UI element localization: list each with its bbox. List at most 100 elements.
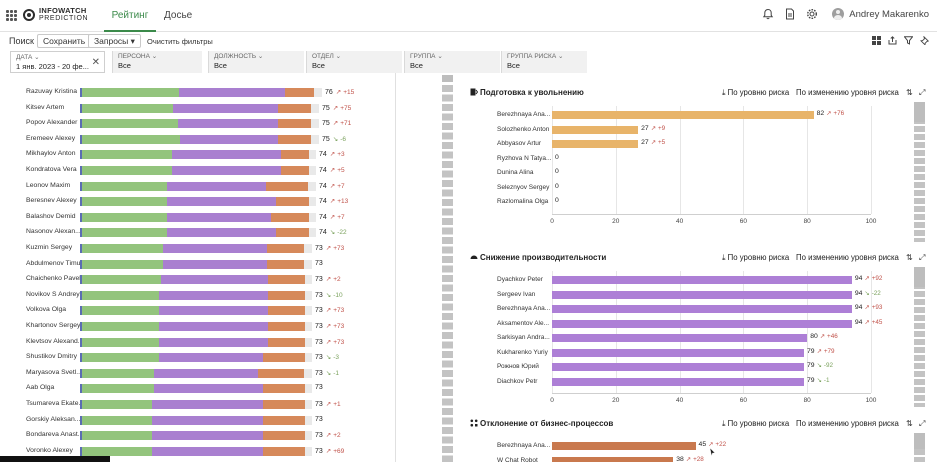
clear-filters-link[interactable]: Очистить фильтры xyxy=(147,37,213,46)
sort-by-change-button[interactable]: По изменению уровня риска xyxy=(796,88,899,97)
apps-grid-icon[interactable] xyxy=(6,10,17,21)
expand-icon[interactable]: ⤢ xyxy=(919,253,926,262)
trend-down-icon: ↘ xyxy=(329,229,336,237)
rating-row[interactable]: Kondratova Vera 74 ↗ +5 xyxy=(0,163,395,179)
sort-by-level-button[interactable]: ⤓ По уровню риска xyxy=(722,88,790,97)
filter-date[interactable]: ДАТА ⌄ 1 янв. 2023 - 20 фе... ✕ xyxy=(10,51,105,73)
card-row[interactable]: Aksamentov Ale... 94 ↗ +45 xyxy=(470,317,900,332)
rating-row[interactable]: Tsumareva Ekate... 73 ↗ +1 xyxy=(0,397,395,413)
save-button[interactable]: Сохранить xyxy=(37,34,92,48)
rating-row-value: 73 ↘ -3 xyxy=(315,353,339,361)
rating-row-delta: +7 xyxy=(337,213,345,221)
tab-rating[interactable]: Рейтинг xyxy=(104,0,156,32)
rating-row[interactable]: Popov Alexander 75 ↗ +71 xyxy=(0,116,395,132)
bar-segment-orange xyxy=(268,275,305,285)
card-row-delta: +22 xyxy=(715,441,727,448)
filter-person[interactable]: ПЕРСОНА ⌄ Все xyxy=(112,51,202,73)
card-row[interactable]: W Chat Robot 38 ↗ +28 xyxy=(470,454,900,462)
card-row[interactable]: Seleznyov Sergey 0 xyxy=(470,181,900,196)
card-row[interactable]: Diachkov Petr 79 ↘ -1 xyxy=(470,375,900,390)
bar-segment-orange xyxy=(278,134,311,144)
card-row[interactable]: Solozhenko Anton 27 ↗ +9 xyxy=(470,123,900,138)
card-scroll-thumb[interactable] xyxy=(914,267,925,287)
card-row[interactable]: Razlomalina Olga 0 xyxy=(470,195,900,210)
rating-row[interactable]: Chaichenko Pavel 73 ↗ +2 xyxy=(0,272,395,288)
sort-toggle-icon[interactable]: ⇅ xyxy=(906,88,913,97)
card-scrollbar[interactable] xyxy=(914,267,925,407)
rating-row[interactable]: Balashov Demid 74 ↗ +7 xyxy=(0,210,395,226)
card-row[interactable]: Рожнов Юрий 79 ↘ -92 xyxy=(470,360,900,375)
grid-line xyxy=(871,271,872,393)
pin-icon[interactable] xyxy=(920,36,929,45)
rating-row[interactable]: Aab Olga 73 xyxy=(0,381,395,397)
bell-icon[interactable] xyxy=(762,8,774,20)
bar-segment-orange xyxy=(285,88,314,97)
rating-row[interactable]: Beresnev Alexey 74 ↗ +13 xyxy=(0,194,395,210)
expand-icon[interactable]: ⤢ xyxy=(919,88,926,97)
rating-row[interactable]: Kuzmin Sergey 73 ↗ +73 xyxy=(0,241,395,257)
card-row[interactable]: Sergeev Ivan 94 ↘ -22 xyxy=(470,288,900,303)
filter-risk-group[interactable]: ГРУППА РИСКА ⌄ Все xyxy=(501,51,587,73)
rating-row[interactable]: Mikhaylov Anton 74 ↗ +3 xyxy=(0,147,395,163)
card-scroll-thumb[interactable] xyxy=(914,433,925,449)
tab-dossier[interactable]: Досье xyxy=(164,10,193,21)
bar-segment-purple xyxy=(159,322,268,331)
scroll-thumb[interactable] xyxy=(442,75,453,82)
logo[interactable]: INFOWATCH PREDICTION xyxy=(23,7,88,23)
card-row[interactable]: Berezhnaya Ana... 94 ↗ +93 xyxy=(470,302,900,317)
rating-row[interactable]: Maryasova Svetl... 73 ↘ -1 xyxy=(0,366,395,382)
requests-button[interactable]: Запросы ▾ xyxy=(88,34,141,48)
user-menu[interactable]: Andrey Makarenko xyxy=(832,8,929,20)
sort-by-level-button[interactable]: ⤓ По уровню риска xyxy=(722,419,790,428)
rating-row[interactable]: Kitsev Artem 75 ↗ +75 xyxy=(0,101,395,117)
export-icon[interactable] xyxy=(888,36,897,45)
card-scroll-thumb[interactable] xyxy=(914,102,925,122)
sort-toggle-icon[interactable]: ⇅ xyxy=(906,253,913,262)
rating-row[interactable]: Razuvay Kristina 76 ↗ +15 xyxy=(0,85,395,101)
splitter-scrollbar[interactable] xyxy=(442,85,453,462)
card-scrollbar[interactable] xyxy=(914,102,925,242)
rating-row-name: Beresnev Alexey xyxy=(26,197,77,205)
rating-row[interactable]: Leonov Maxim 74 ↗ +7 xyxy=(0,179,395,195)
card-row-name: Sergeev Ivan xyxy=(497,290,536,298)
search-label[interactable]: Поиск xyxy=(9,36,34,46)
trend-up-icon: ↗ xyxy=(819,333,826,340)
rating-row[interactable]: Klevtsov Alexand... 73 ↗ +73 xyxy=(0,335,395,351)
rating-row[interactable]: Khartonov Sergey 73 ↗ +73 xyxy=(0,319,395,335)
sort-toggle-icon[interactable]: ⇅ xyxy=(906,419,913,428)
rating-row-value: 75 ↘ -6 xyxy=(322,135,346,143)
filter-position[interactable]: ДОЛЖНОСТЬ ⌄ Все xyxy=(208,51,304,73)
card-row[interactable]: Dyachkov Peter 94 ↗ +92 xyxy=(470,273,900,288)
card-row[interactable]: Kukharenko Yuriy 79 ↗ +79 xyxy=(470,346,900,361)
card-row[interactable]: Abbyasov Artur 27 ↗ +5 xyxy=(470,137,900,152)
rating-row[interactable]: Eremeev Alexey 75 ↘ -6 xyxy=(0,132,395,148)
grid-view-icon[interactable] xyxy=(872,36,881,45)
sort-by-change-button[interactable]: По изменению уровня риска xyxy=(796,419,899,428)
card-row[interactable]: Dunina Alina 0 xyxy=(470,166,900,181)
expand-icon[interactable]: ⤢ xyxy=(919,419,926,428)
card-row[interactable]: Berezhnaya Ana... 45 ↗ +22 xyxy=(470,439,900,454)
card-row[interactable]: Ryzhova N Tatya... 0 xyxy=(470,152,900,167)
document-icon[interactable] xyxy=(784,8,796,20)
rating-row[interactable]: Voronko Alexey 73 ↗ +69 xyxy=(0,444,395,460)
filter-department[interactable]: ОТДЕЛ ⌄ Все xyxy=(306,51,402,73)
bar-segment-green xyxy=(82,446,152,456)
close-icon[interactable]: ✕ xyxy=(91,57,100,68)
bar-segment-purple xyxy=(167,197,276,207)
rating-row[interactable]: Gorskiy Aleksan... 73 xyxy=(0,413,395,429)
rating-row[interactable]: Abdulmenov Timur 73 xyxy=(0,257,395,273)
gear-icon[interactable] xyxy=(806,8,818,20)
panel-divider xyxy=(395,73,396,462)
card-row[interactable]: Berezhnaya Ana... 82 ↗ +76 xyxy=(470,108,900,123)
rating-row[interactable]: Nasonov Alexan... 74 ↘ -22 xyxy=(0,225,395,241)
card-row[interactable]: Sarkisyan Andra... 80 ↗ +46 xyxy=(470,331,900,346)
rating-row[interactable]: Novikov S Andrey 73 ↘ -10 xyxy=(0,288,395,304)
rating-row[interactable]: Volkova Olga 73 ↗ +73 xyxy=(0,303,395,319)
filter-group[interactable]: ГРУППА ⌄ Все xyxy=(404,51,500,73)
rating-row[interactable]: Bondareva Anast... 73 ↗ +2 xyxy=(0,428,395,444)
sort-by-change-button[interactable]: По изменению уровня риска xyxy=(796,253,899,262)
filter-icon[interactable] xyxy=(904,36,913,45)
sort-by-level-button[interactable]: ⤓ По уровню риска xyxy=(722,253,790,262)
rating-row[interactable]: Shustikov Dmitry 73 ↘ -3 xyxy=(0,350,395,366)
bar-segment-blue xyxy=(80,88,82,97)
